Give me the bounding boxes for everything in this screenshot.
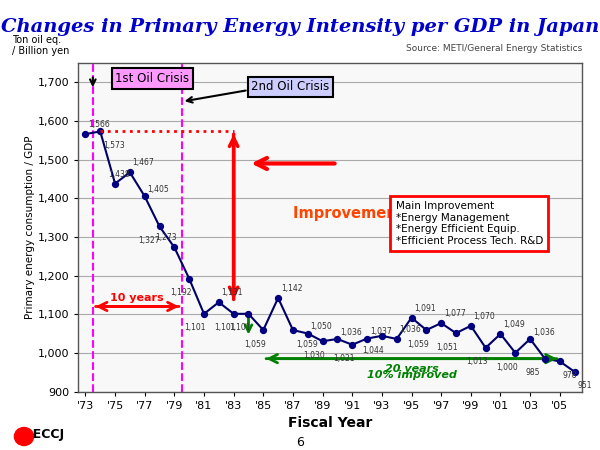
Text: 1,059: 1,059 — [296, 340, 317, 349]
Point — [288, 326, 298, 333]
Text: 1,101: 1,101 — [229, 324, 251, 333]
Point — [466, 322, 476, 329]
Point — [540, 355, 550, 362]
Text: Ton oil eq.
/ Billion yen: Ton oil eq. / Billion yen — [13, 35, 70, 56]
Text: 978: 978 — [563, 371, 577, 380]
Text: 1,000: 1,000 — [496, 363, 518, 372]
Text: 10 years: 10 years — [110, 292, 164, 302]
Text: 2nd Oil Crisis: 2nd Oil Crisis — [251, 81, 329, 94]
Text: 1,573: 1,573 — [103, 141, 125, 150]
Point — [110, 180, 120, 187]
Point — [362, 335, 372, 342]
Text: 20 years: 20 years — [385, 364, 439, 374]
Text: 1,021: 1,021 — [333, 355, 354, 364]
Text: 10% improved: 10% improved — [367, 370, 457, 380]
Point — [526, 335, 535, 342]
Text: 1,077: 1,077 — [444, 309, 466, 318]
Text: Changes in Primary Energy Intensity per GDP in Japan: Changes in Primary Energy Intensity per … — [1, 18, 599, 36]
Point — [80, 130, 90, 138]
Text: 1,036: 1,036 — [533, 328, 554, 337]
Point — [155, 223, 164, 230]
Text: Source: METI/General Energy Statistics: Source: METI/General Energy Statistics — [406, 44, 582, 53]
Text: 1,131: 1,131 — [221, 288, 243, 297]
Text: 951: 951 — [577, 382, 592, 391]
Point — [229, 310, 238, 317]
Point — [392, 335, 401, 342]
Text: 1,050: 1,050 — [311, 322, 332, 331]
Point — [451, 329, 461, 337]
Point — [555, 358, 565, 365]
Text: 1st Oil Crisis: 1st Oil Crisis — [115, 72, 189, 85]
Text: 1,192: 1,192 — [170, 288, 191, 297]
Text: 1,101: 1,101 — [185, 324, 206, 333]
Text: 1,101: 1,101 — [214, 324, 236, 333]
Text: 1,013: 1,013 — [466, 357, 488, 366]
Text: 1,405: 1,405 — [148, 185, 169, 194]
Point — [570, 368, 580, 375]
Point — [95, 128, 105, 135]
Point — [244, 310, 253, 317]
Point — [481, 344, 490, 351]
Text: 1,273: 1,273 — [155, 234, 176, 243]
Text: 1,036: 1,036 — [340, 328, 362, 337]
Point — [170, 244, 179, 251]
Text: e: e — [20, 432, 28, 441]
Point — [184, 275, 194, 282]
Point — [422, 326, 431, 333]
Point — [496, 330, 505, 338]
Point — [199, 310, 209, 317]
Point — [214, 299, 224, 306]
Circle shape — [14, 428, 34, 446]
Point — [140, 193, 149, 200]
Point — [332, 335, 342, 342]
Text: 1,070: 1,070 — [473, 312, 496, 321]
Text: ECCJ: ECCJ — [24, 428, 64, 441]
Point — [125, 169, 134, 176]
Y-axis label: Primary energy consumption / GDP: Primary energy consumption / GDP — [25, 135, 35, 319]
Point — [303, 330, 313, 337]
Text: 1,059: 1,059 — [407, 340, 428, 349]
Text: 1,044: 1,044 — [362, 346, 384, 355]
Text: 1,030: 1,030 — [303, 351, 325, 360]
X-axis label: Fiscal Year: Fiscal Year — [288, 416, 372, 430]
Text: 985: 985 — [526, 368, 540, 377]
Point — [259, 326, 268, 333]
Text: 1,142: 1,142 — [281, 284, 302, 293]
Point — [436, 320, 446, 327]
Text: 1,566: 1,566 — [88, 120, 110, 129]
Point — [347, 341, 357, 348]
Text: Main Improvement
*Energy Management
*Energy Efficient Equip.
*Efficient Process : Main Improvement *Energy Management *Ene… — [395, 201, 543, 246]
Text: 1,049: 1,049 — [503, 320, 525, 329]
Point — [407, 314, 416, 321]
Text: 1,036: 1,036 — [400, 325, 421, 334]
Point — [511, 349, 520, 356]
Text: 1,467: 1,467 — [133, 158, 154, 167]
Text: 1,059: 1,059 — [244, 340, 266, 349]
Text: Improvement by 30%: Improvement by 30% — [293, 206, 469, 220]
Text: 6: 6 — [296, 436, 304, 449]
Text: 1,091: 1,091 — [415, 304, 436, 313]
Text: 1,438: 1,438 — [108, 170, 130, 179]
Text: 1,037: 1,037 — [370, 328, 392, 337]
Point — [377, 332, 386, 339]
Point — [274, 294, 283, 302]
Text: 1,327: 1,327 — [139, 236, 160, 245]
Text: 1,051: 1,051 — [437, 343, 458, 352]
Point — [318, 338, 328, 345]
